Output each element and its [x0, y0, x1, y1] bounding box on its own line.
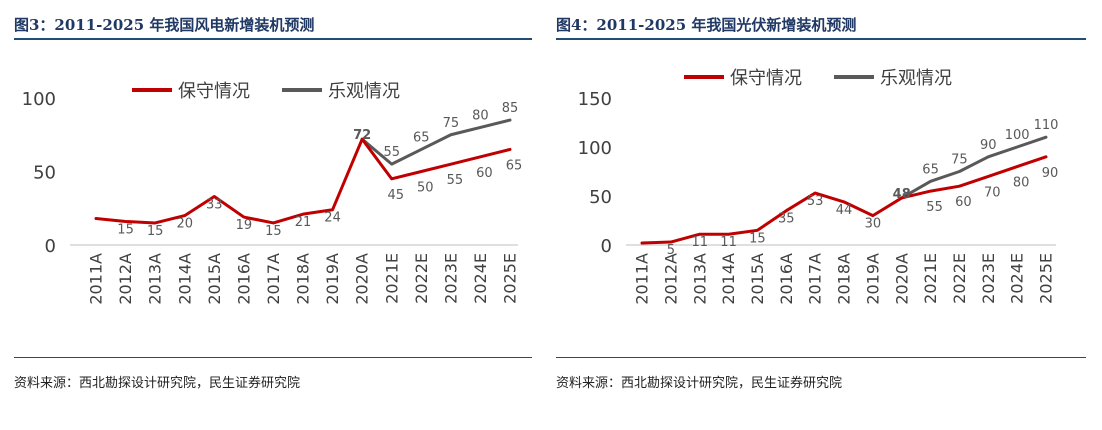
x-tick-label: 2025E: [501, 253, 520, 304]
x-tick-label: 2018A: [835, 253, 854, 305]
data-label: 80: [472, 108, 489, 123]
chart-title: 图3：2011-2025 年我国风电新增装机预测: [14, 16, 315, 34]
data-label: 53: [807, 194, 824, 209]
x-tick-label: 2011A: [87, 253, 106, 305]
data-label: 55: [926, 200, 943, 215]
data-label: 100: [1005, 128, 1030, 143]
y-tick-label: 100: [22, 89, 56, 110]
x-tick-label: 2015A: [748, 253, 767, 305]
source-note: 资料来源：西北勘探设计研究院，民生证券研究院: [14, 376, 301, 391]
data-label: 65: [413, 130, 430, 145]
data-label: 15: [749, 231, 766, 246]
x-tick-label: 2024E: [1008, 253, 1027, 304]
data-label: 60: [955, 195, 972, 210]
chart-panel-solar: 图4：2011-2025 年我国光伏新增装机预测 0 50 100 150 2011A 2…: [556, 0, 1086, 430]
data-label: 20: [176, 217, 193, 232]
x-tick-label: 2024E: [471, 253, 490, 304]
x-tick-label: 2019A: [323, 253, 342, 305]
legend-label: 乐观情况: [328, 81, 400, 102]
x-tick-label: 2012A: [116, 253, 135, 305]
x-tick-label: 2014A: [175, 253, 194, 305]
data-label: 85: [502, 101, 519, 116]
data-label: 50: [417, 181, 434, 196]
data-label: 5: [667, 243, 675, 258]
legend-label: 乐观情况: [880, 68, 952, 89]
legend-label: 保守情况: [730, 68, 802, 89]
data-label: 33: [206, 197, 223, 212]
source-divider: [14, 357, 532, 358]
series-line: [900, 135, 1048, 200]
data-label: 48: [893, 187, 911, 202]
x-tick-label: 2019A: [863, 253, 882, 305]
x-tick-label: 2022E: [950, 253, 969, 304]
series-line: [94, 137, 512, 225]
x-tick-label: 2017A: [806, 253, 825, 305]
x-tick-label: 2025E: [1037, 253, 1056, 304]
x-tick-label: 2016A: [777, 253, 796, 305]
data-label: 70: [984, 185, 1001, 200]
x-tick-label: 2016A: [234, 253, 253, 305]
data-label: 44: [836, 203, 853, 218]
data-label: 55: [447, 173, 464, 188]
series-line: [640, 155, 1048, 245]
y-tick-label: 50: [33, 163, 56, 184]
source-divider: [556, 357, 1086, 358]
data-label: 90: [980, 138, 997, 153]
y-tick-label: 100: [578, 138, 612, 159]
x-tick-label: 2015A: [205, 253, 224, 305]
x-tick-label: 2013A: [690, 253, 709, 305]
series-line: [360, 118, 512, 166]
title-divider: [14, 38, 532, 40]
data-label: 80: [1013, 176, 1030, 191]
x-tick-label: 2018A: [294, 253, 313, 305]
x-tick-label: 2013A: [146, 253, 165, 305]
x-tick-label: 2017A: [264, 253, 283, 305]
source-note: 资料来源：西北勘探设计研究院，民生证券研究院: [556, 376, 843, 391]
data-label: 15: [147, 224, 164, 239]
data-label: 72: [353, 128, 371, 143]
x-tick-label: 2023E: [979, 253, 998, 304]
data-label: 75: [951, 153, 968, 168]
data-label: 45: [387, 188, 404, 203]
data-label: 55: [383, 145, 400, 160]
data-label: 19: [236, 218, 253, 233]
x-tick-label: 2023E: [441, 253, 460, 304]
x-tick-label: 2012A: [661, 253, 680, 305]
x-tick-label: 2011A: [633, 253, 652, 305]
data-label: 11: [720, 235, 737, 250]
data-label: 11: [691, 235, 708, 250]
data-label: 75: [443, 116, 460, 131]
x-tick-label: 2020A: [892, 253, 911, 305]
data-label: 90: [1042, 166, 1059, 181]
data-label: 24: [324, 211, 341, 226]
data-label: 65: [506, 158, 523, 173]
y-tick-label: 50: [589, 187, 612, 208]
chart-title: 图4：2011-2025 年我国光伏新增装机预测: [556, 16, 857, 34]
data-label: 35: [778, 212, 795, 227]
x-tick-label: 2014A: [719, 253, 738, 305]
data-label: 65: [922, 162, 939, 177]
legend-label: 保守情况: [178, 81, 250, 102]
chart-panel-wind: 图3：2011-2025 年我国风电新增装机预测 0 50 100 2011A 2012…: [14, 0, 532, 430]
data-label: 110: [1034, 118, 1059, 133]
x-tick-label: 2021E: [921, 253, 940, 304]
data-label: 15: [117, 222, 134, 237]
data-label: 15: [265, 224, 282, 239]
y-tick-label: 150: [578, 89, 612, 110]
x-tick-label: 2020A: [353, 253, 372, 305]
data-label: 60: [476, 166, 493, 181]
title-divider: [556, 38, 1086, 40]
y-tick-label: 0: [45, 236, 56, 257]
data-label: 21: [295, 215, 312, 230]
data-label: 30: [865, 217, 882, 232]
wind-chart: 0 50 100 2011A 2012A 2013A 2014A 2015A 2016A 2017…: [22, 81, 523, 305]
y-tick-label: 0: [601, 236, 612, 257]
x-tick-label: 2021E: [382, 253, 401, 304]
x-tick-label: 2022E: [412, 253, 431, 304]
solar-chart: 0 50 100 150 2011A 2012A 2013A 2014A 2015A 2016A 2…: [578, 68, 1059, 305]
